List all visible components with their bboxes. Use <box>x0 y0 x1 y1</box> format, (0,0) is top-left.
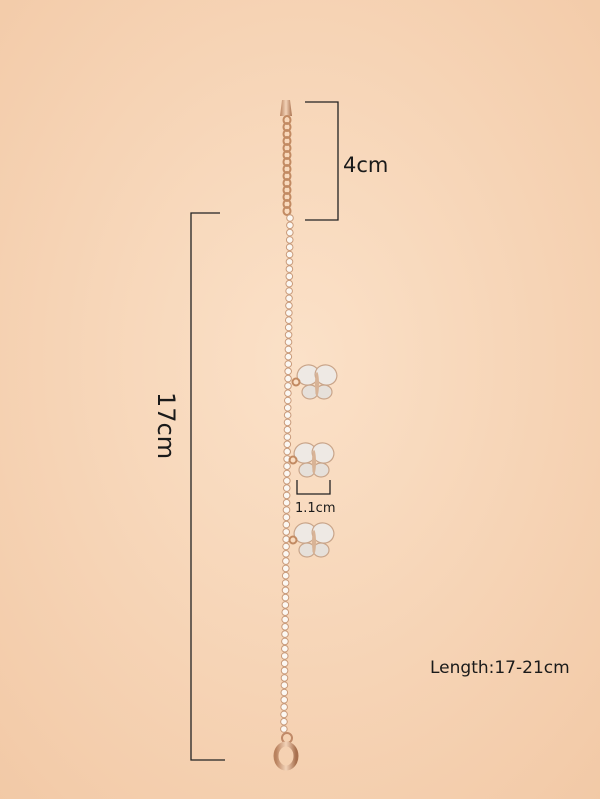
stone <box>283 440 292 449</box>
stone <box>285 243 294 251</box>
stone <box>284 345 293 354</box>
stone <box>281 601 290 609</box>
stone <box>282 528 291 536</box>
charm-label: 1.1cm <box>295 501 336 516</box>
wing <box>314 364 338 386</box>
stone <box>285 287 293 295</box>
stone <box>285 236 294 244</box>
stone <box>283 433 292 441</box>
stone <box>282 550 290 558</box>
stone <box>285 279 294 288</box>
stone <box>284 331 293 339</box>
total-length-label: Length:17-21cm <box>430 658 570 678</box>
body <box>312 450 316 474</box>
stone <box>281 623 289 631</box>
stone <box>284 323 293 332</box>
stone <box>282 506 291 514</box>
stone <box>280 674 289 682</box>
jump-ring <box>291 377 301 387</box>
stone <box>282 520 291 529</box>
stone <box>282 513 291 522</box>
stone <box>283 418 292 427</box>
stone <box>280 717 288 726</box>
stone <box>282 535 290 544</box>
stone <box>283 477 291 485</box>
butterfly <box>291 364 338 400</box>
stone <box>280 659 289 668</box>
stone <box>281 608 290 617</box>
stone <box>282 542 290 551</box>
stone <box>281 644 289 653</box>
stone <box>285 250 294 259</box>
stone <box>283 447 291 456</box>
butterfly <box>288 442 335 478</box>
charms <box>288 364 338 558</box>
stone <box>280 666 289 675</box>
stone <box>281 571 290 580</box>
stone <box>283 469 291 478</box>
stone <box>285 272 294 281</box>
stone <box>280 696 289 704</box>
stone <box>283 425 292 434</box>
stone <box>286 221 294 230</box>
stone <box>283 462 291 471</box>
stone <box>284 396 292 405</box>
stone <box>286 214 294 222</box>
stone <box>285 301 293 310</box>
wing <box>311 442 335 464</box>
stone <box>281 630 289 638</box>
stone <box>280 688 289 697</box>
stone <box>281 579 290 587</box>
stone <box>280 703 288 711</box>
body <box>315 372 319 396</box>
stone <box>280 710 288 719</box>
stone <box>285 309 293 317</box>
stone <box>282 557 290 565</box>
stone <box>282 491 291 500</box>
measure-lines <box>190 101 339 761</box>
stone <box>280 652 289 660</box>
stone <box>284 389 292 398</box>
stone <box>281 564 290 573</box>
jump-ring <box>288 455 298 465</box>
stone <box>284 374 292 383</box>
stone <box>285 265 294 273</box>
stone <box>280 681 289 690</box>
stone <box>284 367 292 376</box>
stone <box>285 258 294 266</box>
jump-ring <box>288 535 298 545</box>
stone <box>284 382 292 390</box>
stone <box>281 637 289 646</box>
stone <box>281 593 290 602</box>
wing <box>311 522 335 544</box>
stone <box>284 316 293 325</box>
stone <box>286 228 294 237</box>
chain-link <box>282 206 292 216</box>
stone <box>284 338 293 346</box>
butterfly <box>288 522 335 558</box>
stone <box>282 484 291 492</box>
extender-tip <box>280 100 292 116</box>
length-label: 17cm <box>152 392 180 459</box>
stone <box>280 725 288 733</box>
stone <box>281 615 289 624</box>
stone <box>283 411 292 419</box>
extender-label: 4cm <box>343 153 388 177</box>
body <box>312 530 316 554</box>
bracelet <box>280 100 294 733</box>
stone <box>284 360 293 368</box>
stone <box>284 352 293 361</box>
clasp <box>273 732 299 771</box>
stone <box>281 586 290 595</box>
stone <box>285 294 293 303</box>
stone <box>282 498 291 507</box>
stone <box>283 404 292 412</box>
